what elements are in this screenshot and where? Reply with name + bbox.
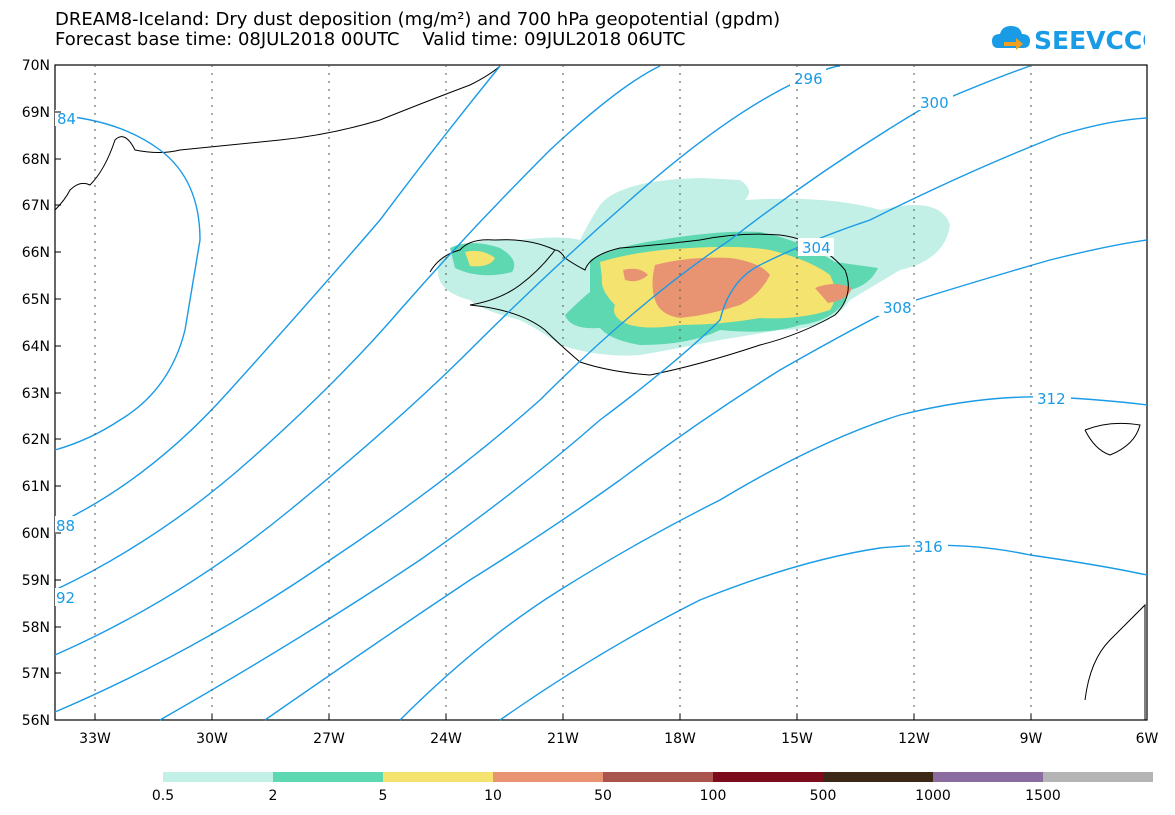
dust-area-10b: [815, 284, 852, 303]
axis-ticks: [55, 64, 1148, 720]
lat-label: 60N: [22, 526, 50, 542]
lat-label: 64N: [22, 339, 50, 355]
contour-labels: 84 296 300 304 308 312 316 88 92: [55, 68, 1071, 607]
lat-label: 59N: [22, 573, 50, 589]
seevccc-logo: SEEVCCC: [992, 26, 1145, 55]
contour-304: [159, 117, 1148, 721]
lon-label: 9W: [1020, 731, 1043, 747]
logo-text: SEEVCCC: [1034, 26, 1145, 55]
chart-title: DREAM8-Iceland: Dry dust deposition (mg/…: [55, 9, 781, 30]
scotland-coast: [1084, 603, 1146, 721]
contour-300: [54, 65, 1031, 713]
coastlines: [54, 65, 1146, 721]
dust-deposition-field: [438, 178, 950, 356]
contour-308: [264, 239, 1148, 721]
contour-292: [54, 65, 661, 591]
contour-296: [54, 65, 841, 656]
lat-label: 65N: [22, 292, 50, 308]
lat-label: 66N: [22, 245, 50, 261]
dust-area-10: [652, 257, 770, 318]
contour-label-296: 296: [794, 70, 823, 88]
lat-label: 68N: [22, 152, 50, 168]
contour-label-92: 92: [56, 589, 75, 607]
contour-label-316: 316: [914, 538, 943, 556]
lat-label: 57N: [22, 666, 50, 682]
dust-area-5b: [465, 250, 495, 267]
plot-frame: [54, 64, 1148, 721]
meridian-gridlines: [94, 65, 1032, 720]
lon-label: 33W: [79, 731, 111, 747]
lat-label: 58N: [22, 620, 50, 636]
lat-label: 69N: [22, 105, 50, 121]
dust-area-10c: [623, 268, 648, 282]
lon-label: 27W: [313, 731, 345, 747]
lat-label: 56N: [22, 713, 50, 729]
lon-label: 15W: [781, 731, 813, 747]
lon-label: 6W: [1136, 731, 1159, 747]
faroes-coast: [1084, 422, 1141, 456]
lon-label: 21W: [547, 731, 579, 747]
lon-label: 12W: [898, 731, 930, 747]
iceland-coast: [429, 233, 849, 376]
lat-label: 63N: [22, 386, 50, 402]
lon-label: 30W: [196, 731, 228, 747]
contour-label-308: 308: [883, 299, 912, 317]
chart-subtitle: Forecast base time: 08JUL2018 00UTC Vali…: [55, 29, 686, 50]
contour-label-312: 312: [1037, 390, 1066, 408]
contour-284: [54, 114, 201, 451]
contour-label-88: 88: [56, 517, 75, 535]
lat-label: 70N: [22, 58, 50, 74]
cloud-arrow-icon: [992, 26, 1030, 50]
contour-288: [54, 65, 501, 526]
contour-label-300: 300: [920, 94, 949, 112]
lat-label: 67N: [22, 198, 50, 214]
contour-label-84: 84: [57, 110, 76, 128]
lat-label: 62N: [22, 432, 50, 448]
lon-label: 18W: [664, 731, 696, 747]
contour-label-304: 304: [802, 239, 831, 257]
contour-316: [499, 544, 1148, 721]
greenland-coast: [54, 65, 501, 211]
lon-label: 24W: [430, 731, 462, 747]
lat-label: 61N: [22, 479, 50, 495]
latitude-labels: 70N 69N 68N 67N 66N 65N 64N 63N 62N 61N …: [22, 58, 50, 729]
longitude-labels: 33W 30W 27W 24W 21W 18W 15W 12W 9W 6W: [79, 731, 1158, 747]
geopotential-contours: [54, 65, 1148, 721]
